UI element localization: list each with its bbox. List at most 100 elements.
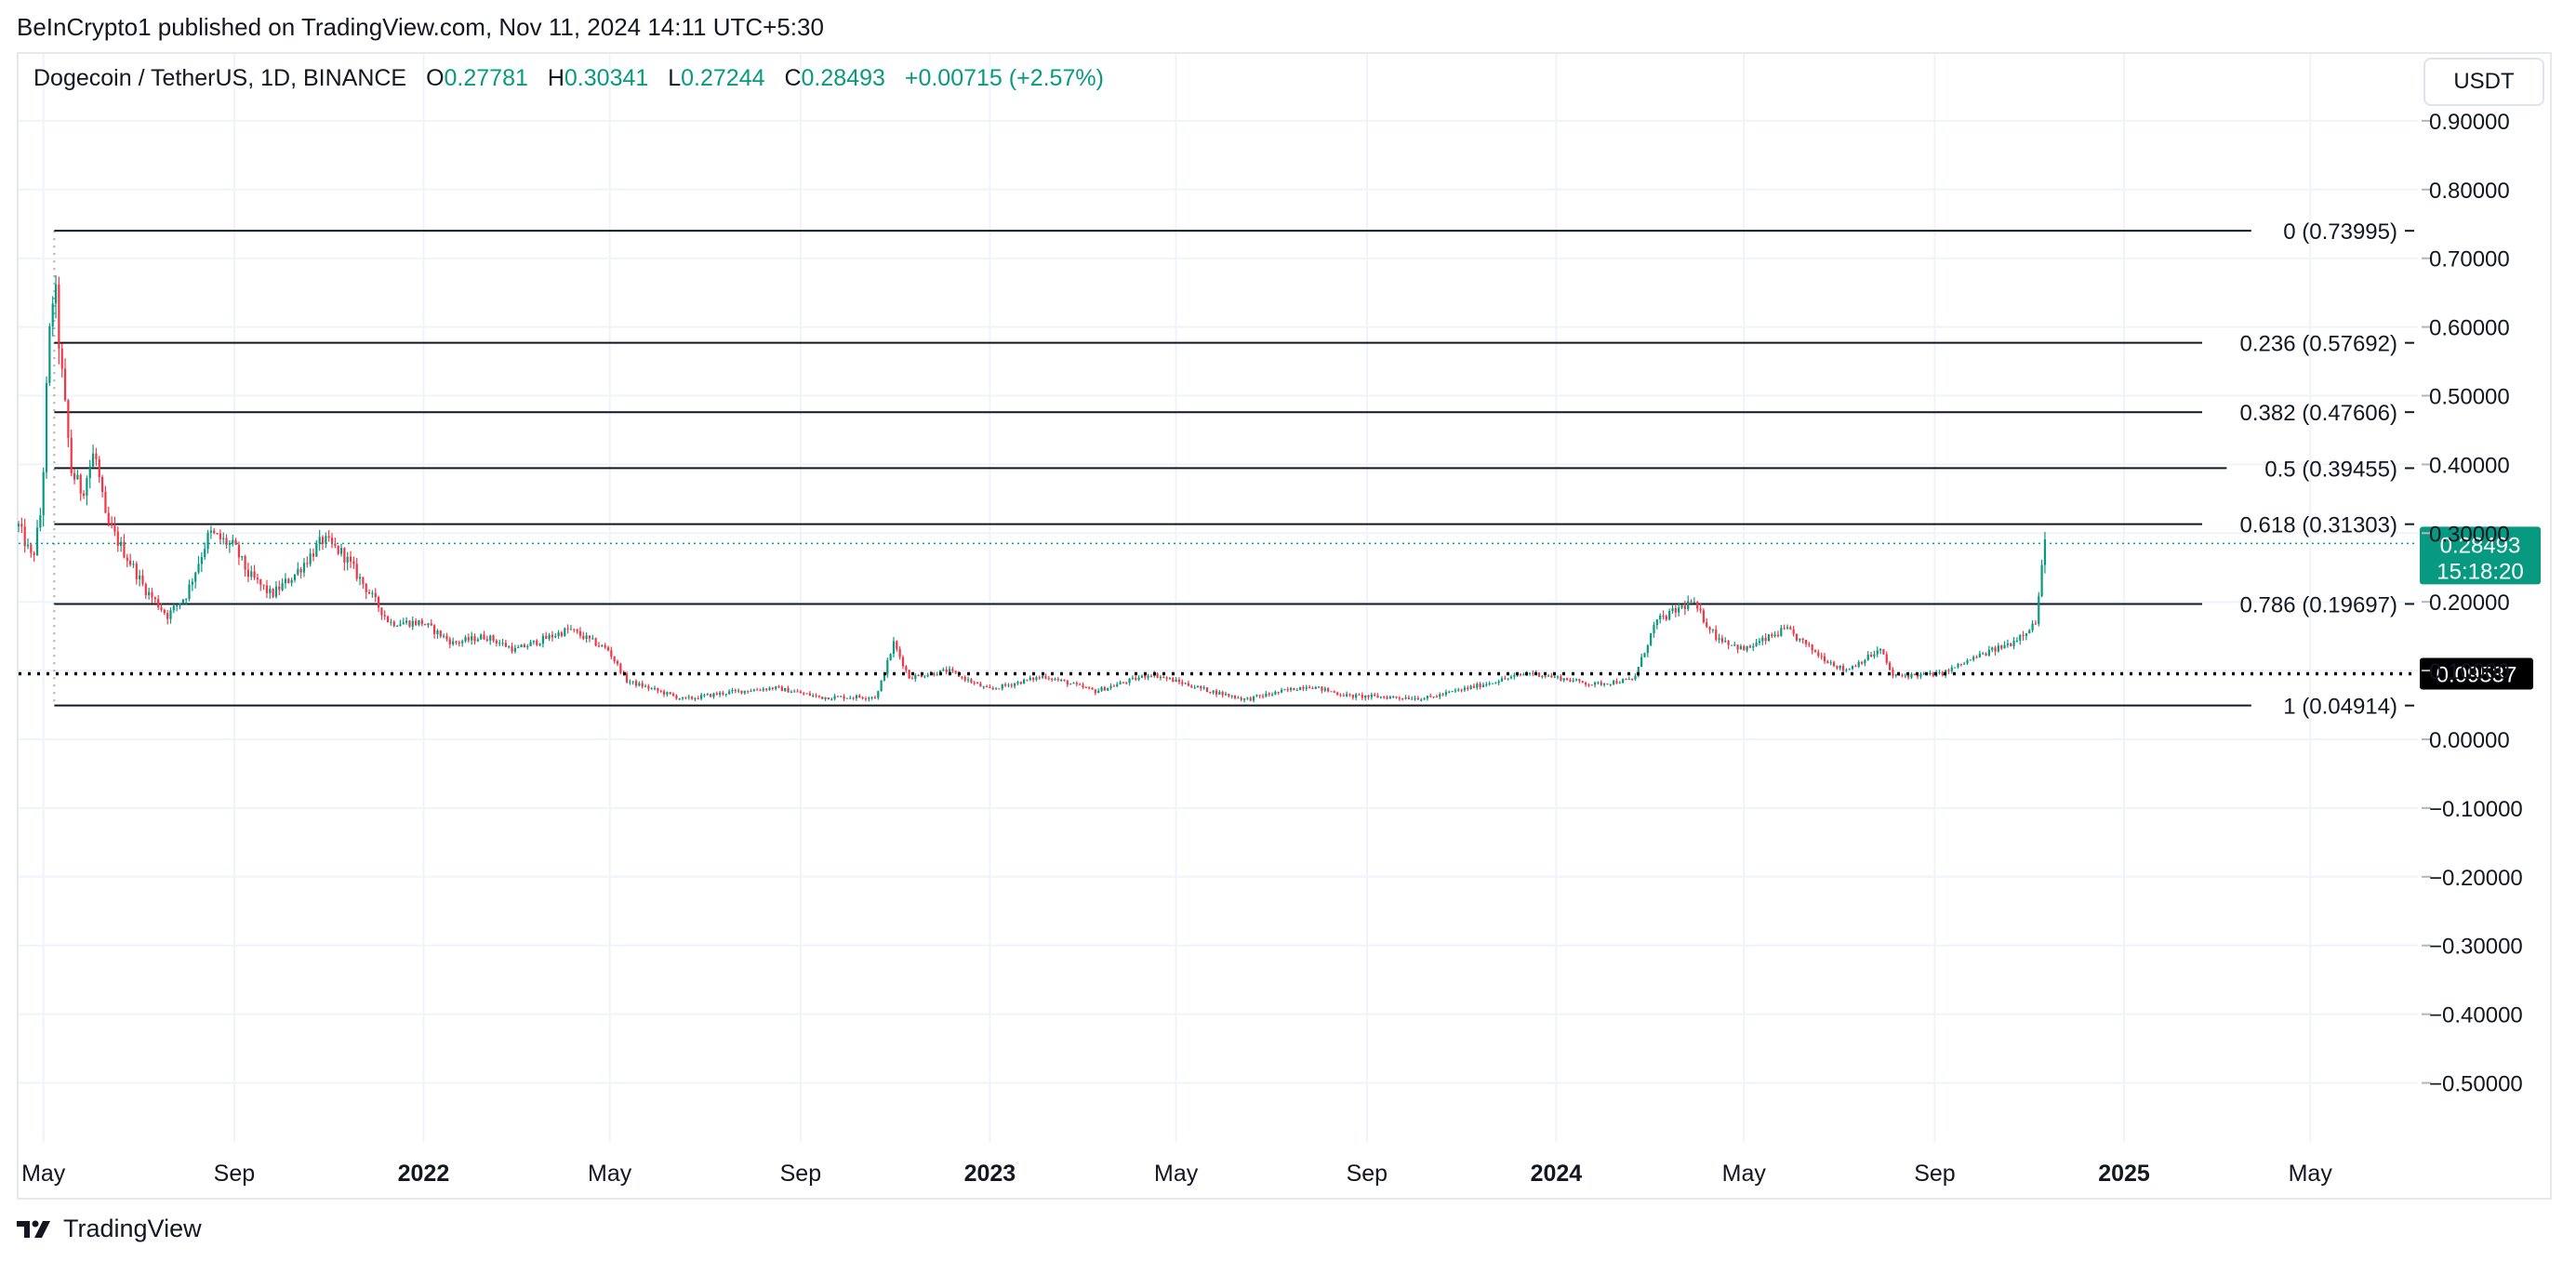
candle-body [399, 624, 402, 627]
candle [1609, 684, 1612, 687]
candle-body [100, 477, 104, 492]
candle [1565, 677, 1569, 681]
candle [1873, 650, 1876, 659]
candle [1578, 678, 1581, 684]
candle-body [1140, 675, 1144, 678]
candle-body [1125, 683, 1128, 684]
candle-body [42, 471, 45, 516]
candle [1978, 650, 1981, 658]
candle [963, 675, 966, 683]
candle-body [448, 639, 451, 644]
candle [392, 619, 395, 628]
candle-body [200, 557, 203, 564]
candle-body [1469, 685, 1472, 689]
candle-body [424, 624, 427, 626]
candle-body [948, 669, 951, 672]
candle [752, 688, 755, 692]
candle [1010, 683, 1013, 688]
candle [420, 617, 423, 627]
candle-body [1026, 679, 1029, 681]
price-tick-label: −0.50000 [2429, 1072, 2523, 1097]
candle [1311, 686, 1314, 689]
candle-body [485, 639, 488, 641]
candle [1044, 673, 1047, 680]
candle [88, 459, 91, 489]
last-price-text: 0.28493 [2440, 533, 2521, 558]
time-tick-label: Sep [1914, 1161, 1955, 1187]
candle-body [1190, 685, 1193, 688]
candle [827, 697, 830, 700]
candle [157, 594, 160, 611]
fib-retracement[interactable]: 0 (0.73995) 0.236 (0.57692) 0.382 (0.47606… [53, 219, 2414, 720]
candle [1864, 658, 1866, 667]
currency-button[interactable]: USDT [2423, 58, 2544, 106]
candle [253, 564, 256, 580]
candle-body [594, 638, 597, 646]
candle [1135, 675, 1137, 682]
candle [817, 695, 820, 698]
candle-body [1574, 679, 1578, 681]
candle-body [269, 589, 272, 593]
candle-body [327, 536, 330, 538]
tradingview-brand[interactable]: TradingView [17, 1215, 202, 1243]
candle [272, 588, 274, 599]
candle-body [1109, 685, 1112, 688]
candle-body [1429, 696, 1432, 697]
candle-body [402, 622, 405, 625]
candle-body [1894, 674, 1897, 676]
candle [1584, 681, 1587, 687]
candle [1640, 653, 1643, 668]
candle [290, 577, 293, 587]
candle-body [1509, 676, 1513, 679]
candle [644, 684, 647, 688]
price-tick-label: 0.90000 [2429, 110, 2510, 135]
candle-body [1708, 627, 1711, 630]
symbol-title[interactable]: Dogecoin / TetherUS, 1D, BINANCE [33, 65, 407, 91]
candle [1786, 624, 1789, 630]
open-value: 0.27781 [444, 65, 528, 91]
candle [1801, 637, 1804, 644]
candle-body [98, 459, 100, 478]
price-axis[interactable]: 0.90000 0.80000 0.70000 0.60000 0.50000 0.400… [2422, 110, 2523, 1097]
candle [951, 667, 954, 673]
horizontal-dotted-line[interactable]: 0.09537 [19, 657, 2533, 690]
candle [176, 604, 179, 612]
candle-body [405, 620, 408, 623]
candle [2010, 643, 2012, 647]
candle [1426, 695, 1429, 701]
candle [1715, 625, 1718, 642]
candle-body [564, 628, 566, 636]
candle-body [91, 453, 95, 467]
candle [538, 643, 541, 647]
candle [504, 639, 507, 648]
candle-body [1982, 653, 1985, 655]
candle-body [1147, 675, 1149, 678]
candle [443, 633, 445, 639]
candle [873, 696, 877, 699]
candle-body [256, 577, 259, 580]
candle [1094, 688, 1096, 696]
candle [1848, 668, 1851, 670]
candle [1014, 682, 1016, 689]
candle-body [1659, 615, 1662, 619]
candle [759, 688, 762, 692]
candle [141, 569, 144, 587]
candle-body [390, 621, 392, 623]
candle-body [2012, 641, 2015, 646]
candle [1771, 632, 1773, 639]
candle [1215, 688, 1218, 697]
candle-body [511, 646, 513, 652]
candle [1854, 664, 1857, 668]
candle [1423, 697, 1426, 700]
candle-body [1079, 684, 1082, 685]
candle-body [1103, 687, 1106, 691]
candle [2012, 637, 2015, 650]
candle [808, 691, 811, 697]
candle [1882, 648, 1885, 655]
candle [1606, 683, 1609, 685]
candle-body [1116, 684, 1119, 687]
time-axis[interactable]: May Sep 2022 May Sep 2023 May Sep 2024 May Sep 2025… [21, 1161, 2332, 1187]
price-tick-label: 0.10000 [2429, 659, 2510, 684]
candle-body [1376, 696, 1379, 698]
